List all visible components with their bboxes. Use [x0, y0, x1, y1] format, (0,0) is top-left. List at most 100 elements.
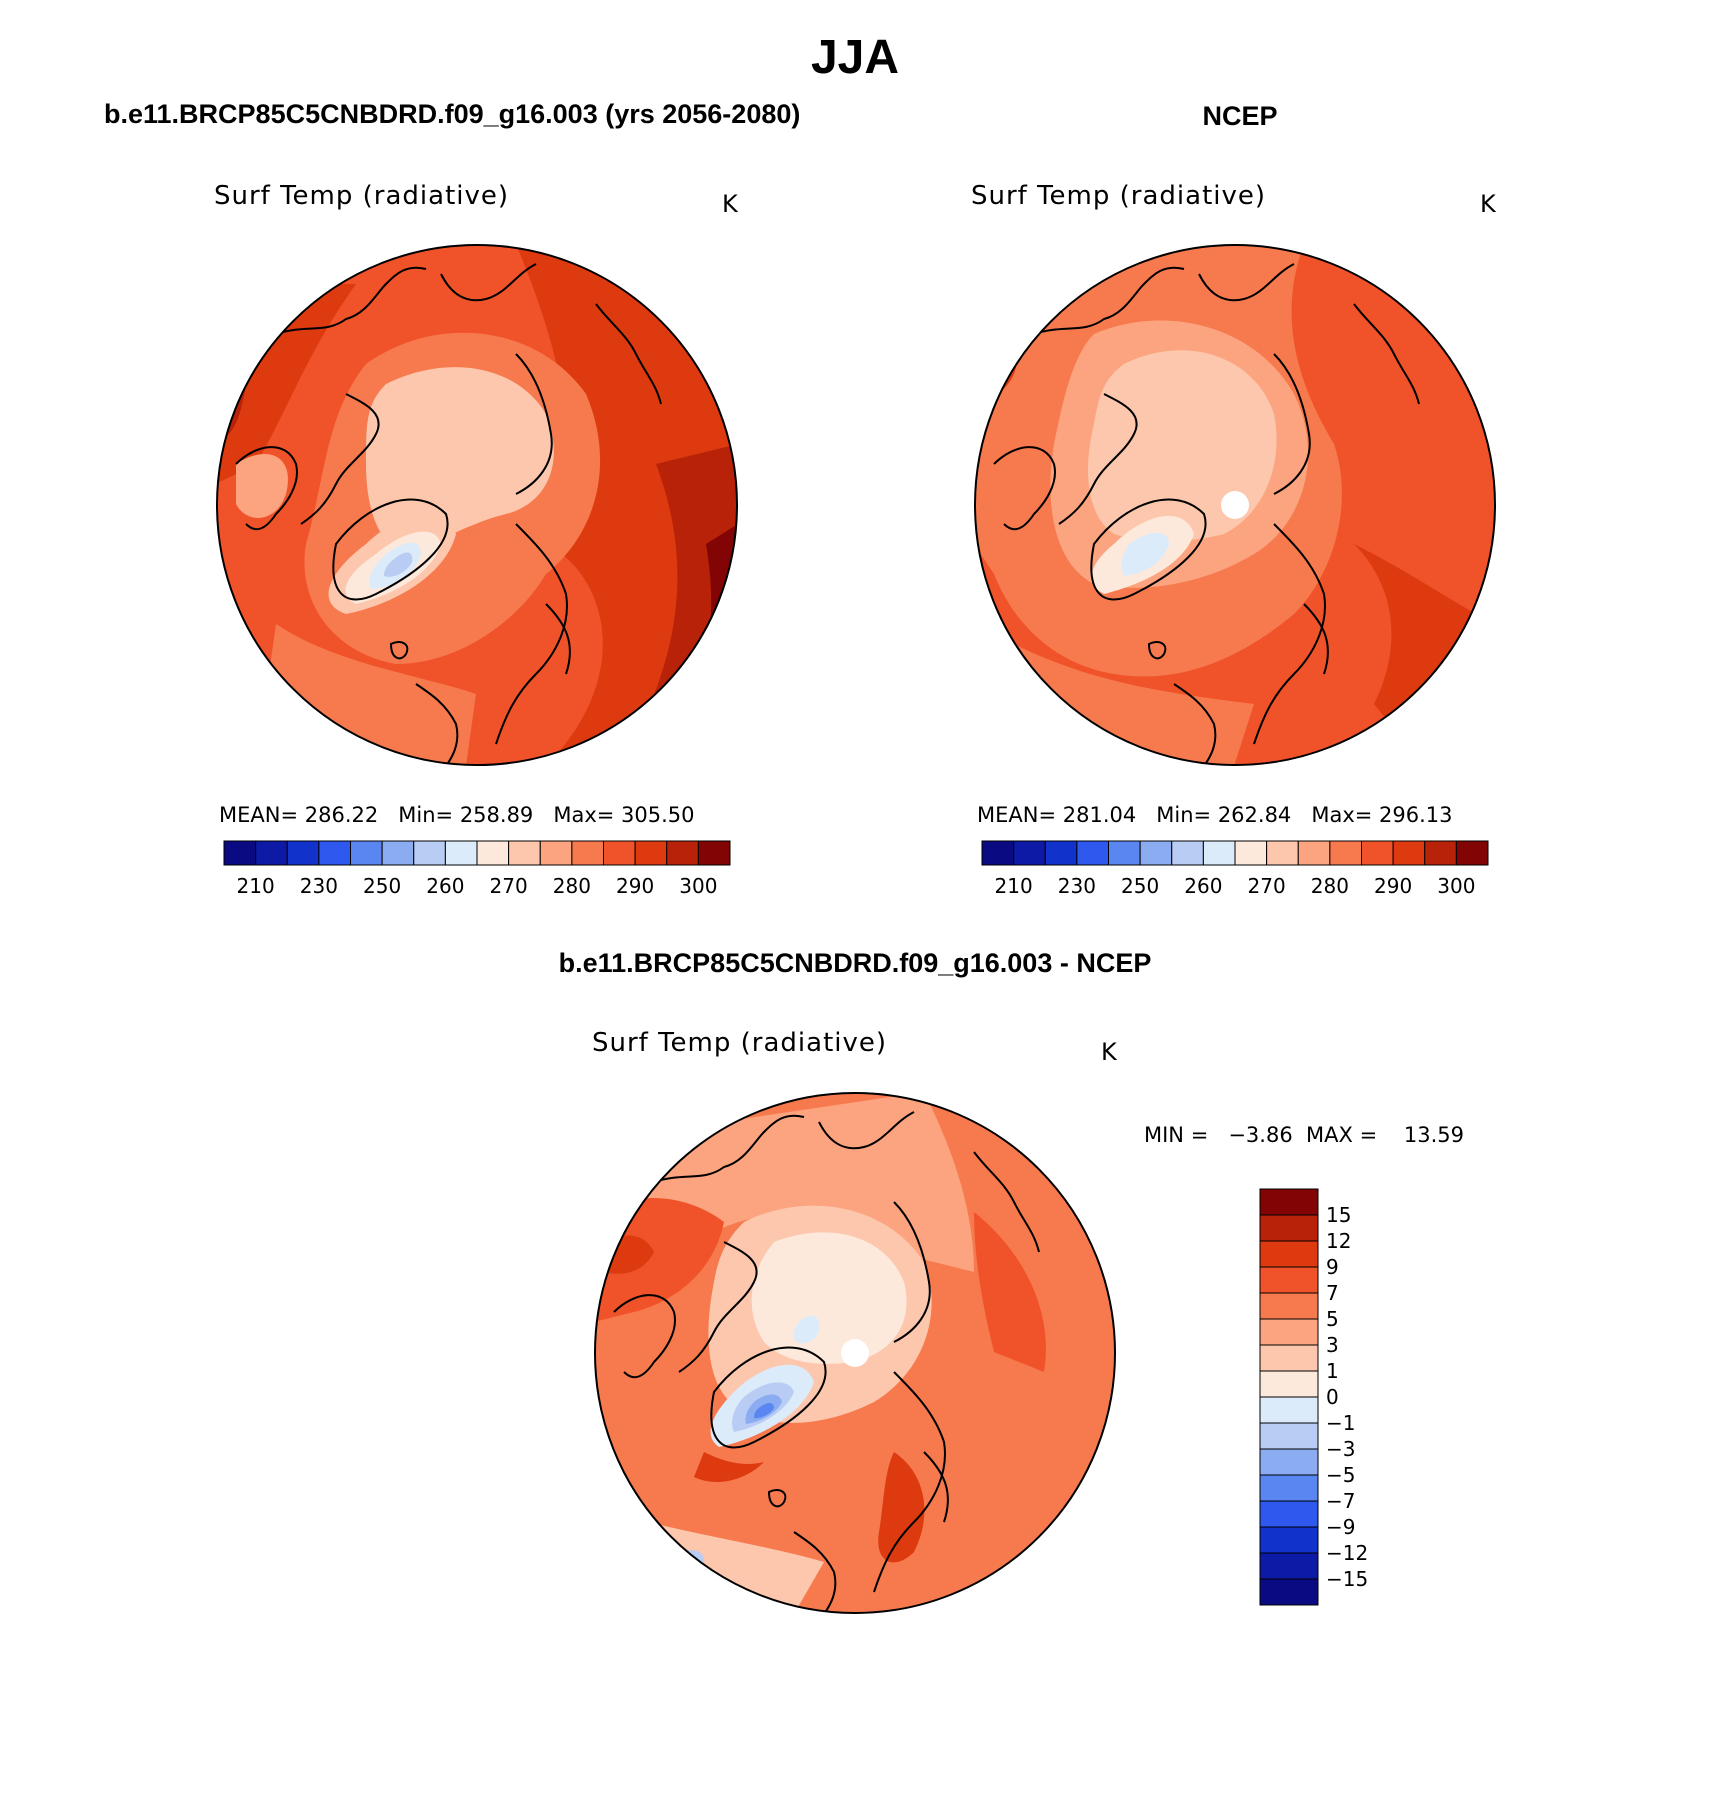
- model-colorbar-swatch: [223, 840, 257, 866]
- model-colorbar-swatch: [350, 840, 383, 866]
- obs-colorbar-swatch: [1171, 840, 1204, 866]
- model-polar-map: [216, 244, 738, 766]
- diff-min-value: −3.86: [1228, 1123, 1293, 1147]
- obs-colorbar-tick-label: 260: [1184, 874, 1222, 898]
- diff-units-label: K: [1101, 1038, 1117, 1066]
- model-colorbar-tick-label: 280: [553, 874, 591, 898]
- model-colorbar-swatch: [318, 840, 351, 866]
- obs-colorbar-swatch: [1202, 840, 1236, 866]
- model-coastlines: [235, 263, 662, 765]
- obs-variable-label: Surf Temp (radiative): [971, 181, 1267, 211]
- diff-band-deep-greenland-edge: [694, 1452, 764, 1482]
- model-mean-value: 286.22: [304, 803, 379, 827]
- diff-colorbar-tick-label: 5: [1326, 1307, 1339, 1331]
- obs-coastlines: [993, 263, 1420, 765]
- diff-colorbar-swatch: [1259, 1552, 1319, 1580]
- diff-colorbar-swatch: [1259, 1188, 1319, 1216]
- diff-polar-map: [594, 1092, 1116, 1614]
- diff-colorbar-tick-label: −12: [1326, 1541, 1368, 1565]
- obs-colorbar-swatch: [1044, 840, 1078, 866]
- diff-colorbar-swatch: [1259, 1344, 1319, 1372]
- diff-colorbar-tick-label: −1: [1326, 1411, 1355, 1435]
- diff-colorbar-tick-label: 7: [1326, 1281, 1339, 1305]
- model-max-value: 305.50: [621, 803, 695, 827]
- diff-colorbar-tick-label: 3: [1326, 1333, 1339, 1357]
- model-colorbar-swatch: [286, 840, 320, 866]
- model-units-label: K: [722, 190, 738, 218]
- obs-colorbar-tick-label: 300: [1437, 874, 1475, 898]
- diff-colorbar-tick-label: −15: [1326, 1567, 1368, 1591]
- model-colorbar-tick-label: 270: [490, 874, 528, 898]
- diff-band-midblue-greenland: [754, 1402, 774, 1419]
- diff-band-cream-arctic: [751, 1232, 907, 1364]
- diff-colorbar-swatch: [1259, 1500, 1319, 1528]
- obs-colorbar-swatch: [1139, 840, 1173, 866]
- obs-colorbar-tick-label: 210: [995, 874, 1033, 898]
- obs-colorbar-swatch: [1455, 840, 1489, 866]
- figure-title: JJA: [810, 31, 900, 84]
- diff-max-value: 13.59: [1403, 1123, 1465, 1147]
- model-stats: MEAN= 286.22 Min= 258.89 Max= 305.50: [219, 803, 695, 827]
- diff-colorbar-tick-label: 1: [1326, 1359, 1339, 1383]
- diff-colorbar-swatch: [1259, 1474, 1319, 1502]
- model-colorbar-swatch: [444, 840, 478, 866]
- obs-colorbar-swatch: [1108, 840, 1141, 866]
- diff-colorbar-tick-label: −9: [1326, 1515, 1355, 1539]
- diff-colorbar-swatch: [1259, 1240, 1319, 1268]
- obs-colorbar-swatch: [1013, 840, 1046, 866]
- diff-coastlines: [613, 1111, 1040, 1613]
- diff-colorbar-swatch: [1259, 1396, 1319, 1424]
- model-mean-label: MEAN=: [219, 803, 299, 827]
- obs-colorbar-swatch: [981, 840, 1015, 866]
- obs-colorbar-swatch: [1361, 840, 1394, 866]
- model-colorbar-swatch: [255, 840, 288, 866]
- obs-pole-hole: [1221, 491, 1249, 519]
- diff-band-redorange-east: [974, 1212, 1046, 1372]
- diff-colorbar-swatch: [1259, 1448, 1319, 1476]
- model-colorbar-swatch: [603, 840, 636, 866]
- model-band-lightblue-core: [384, 552, 413, 577]
- model-colorbar-swatch: [508, 840, 541, 866]
- model-colorbar: 210 230 250 260 270 280 290 300: [223, 840, 731, 898]
- model-colorbar-tick-label: 230: [300, 874, 338, 898]
- diff-variable-label: Surf Temp (radiative): [592, 1028, 888, 1058]
- diff-colorbar-tick-label: −5: [1326, 1463, 1355, 1487]
- model-colorbar-swatch: [697, 840, 731, 866]
- obs-mean-label: MEAN=: [977, 803, 1057, 827]
- model-colorbar-tick-label: 300: [679, 874, 717, 898]
- obs-stats: MEAN= 281.04 Min= 262.84 Max= 296.13: [977, 803, 1453, 827]
- model-colorbar-swatch: [539, 840, 573, 866]
- obs-colorbar-swatch: [1076, 840, 1109, 866]
- model-colorbar-tick-label: 250: [363, 874, 401, 898]
- model-band-peach-alaska: [236, 454, 288, 518]
- diff-min-label: MIN =: [1144, 1123, 1209, 1147]
- diff-max-label: MAX =: [1306, 1123, 1378, 1147]
- model-colorbar-swatch: [476, 840, 510, 866]
- model-variable-label: Surf Temp (radiative): [214, 181, 510, 211]
- model-colorbar-tick-label: 290: [616, 874, 654, 898]
- obs-colorbar-tick-label: 230: [1058, 874, 1096, 898]
- diff-band-red-scandinavia: [878, 1452, 925, 1563]
- diff-colorbar-swatch: [1259, 1422, 1319, 1450]
- model-panel-heading: b.e11.BRCP85C5CNBDRD.f09_g16.003 (yrs 20…: [104, 99, 801, 129]
- obs-colorbar-tick-label: 290: [1374, 874, 1412, 898]
- obs-panel-heading: NCEP: [1202, 101, 1278, 131]
- diff-colorbar-swatch: [1259, 1578, 1319, 1606]
- obs-colorbar-tick-label: 270: [1248, 874, 1286, 898]
- obs-polar-map: [974, 244, 1496, 766]
- obs-colorbar-swatch: [1329, 840, 1362, 866]
- obs-colorbar-tick-label: 250: [1121, 874, 1159, 898]
- model-max-label: Max=: [553, 803, 615, 827]
- diff-colorbar-swatch: [1259, 1370, 1319, 1398]
- model-band-peach-arctic: [366, 367, 554, 554]
- diff-colorbar-swatch: [1259, 1318, 1319, 1346]
- diff-colorbar-swatch: [1259, 1214, 1319, 1242]
- model-colorbar-swatch: [666, 840, 699, 866]
- diff-colorbar-tick-label: 9: [1326, 1255, 1339, 1279]
- model-min-label: Min=: [398, 803, 454, 827]
- obs-colorbar: 210 230 250 260 270 280 290 300: [981, 840, 1489, 898]
- obs-min-value: 262.84: [1217, 803, 1292, 827]
- obs-max-value: 296.13: [1379, 803, 1453, 827]
- model-colorbar-swatch: [381, 840, 415, 866]
